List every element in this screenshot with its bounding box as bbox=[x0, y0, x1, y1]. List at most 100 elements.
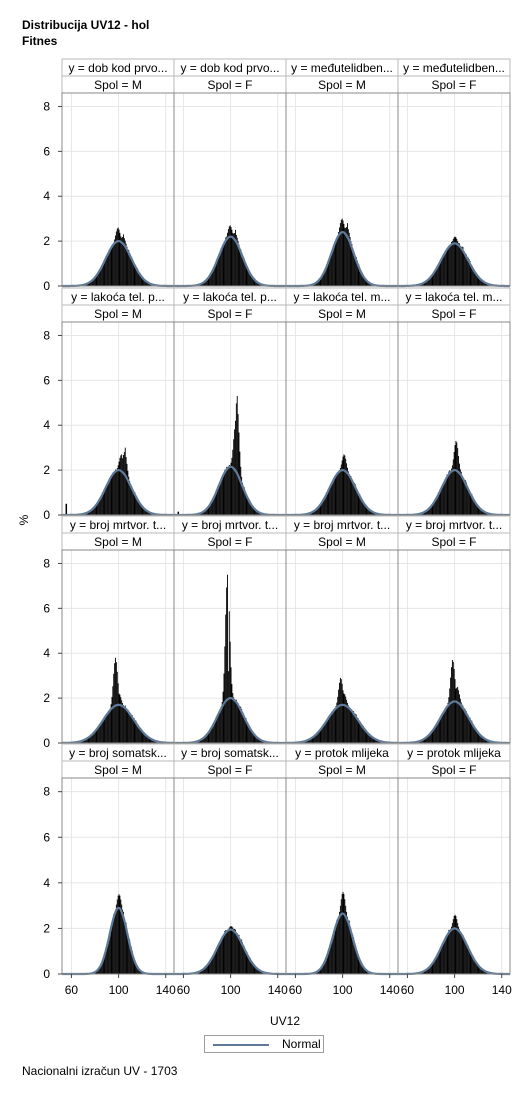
histogram-bar bbox=[141, 276, 143, 286]
histogram-bar bbox=[212, 269, 214, 286]
histogram-bar bbox=[474, 500, 475, 515]
histogram-bar bbox=[450, 471, 452, 515]
histogram-bar bbox=[138, 969, 140, 974]
panel-header-label: y = dob kod prvo... bbox=[180, 61, 279, 75]
histogram-bar bbox=[227, 467, 229, 515]
histogram-bar bbox=[144, 732, 146, 743]
histogram-bar bbox=[91, 509, 93, 515]
histogram-bar bbox=[450, 928, 452, 974]
histogram-bar bbox=[107, 255, 108, 286]
histogram-bar bbox=[117, 683, 119, 743]
histogram-bar bbox=[119, 694, 121, 743]
histogram-bar bbox=[148, 737, 150, 743]
histogram-bar bbox=[476, 730, 478, 743]
histogram-bar bbox=[209, 276, 211, 286]
histogram-bar bbox=[100, 722, 102, 743]
histogram-bar bbox=[470, 952, 472, 974]
histogram-bar bbox=[339, 682, 340, 743]
histogram-bar bbox=[221, 248, 223, 286]
histogram-bar bbox=[146, 735, 147, 743]
histogram-bar bbox=[360, 497, 362, 515]
histogram-bar bbox=[346, 463, 348, 515]
histogram-bar bbox=[110, 475, 112, 515]
histogram-bar bbox=[229, 465, 231, 515]
histogram-bar bbox=[213, 497, 215, 515]
histogram-bar bbox=[247, 267, 249, 286]
histogram-bar bbox=[478, 733, 480, 743]
histogram-bar bbox=[364, 728, 366, 743]
histogram-bar bbox=[129, 480, 131, 515]
histogram-bar bbox=[250, 502, 251, 515]
histogram-bar bbox=[439, 718, 441, 743]
histogram-bar bbox=[327, 719, 329, 743]
histogram-bar bbox=[467, 488, 469, 515]
histogram-bar bbox=[223, 934, 225, 974]
histogram-bar bbox=[232, 449, 234, 515]
histogram-bar bbox=[365, 504, 367, 515]
histogram-bar bbox=[120, 697, 122, 743]
panel-header-spol: Spol = F bbox=[431, 763, 476, 777]
histogram-bar bbox=[322, 726, 324, 743]
histogram-bar bbox=[133, 492, 135, 515]
histogram-bar bbox=[310, 512, 312, 515]
histogram-bar bbox=[138, 500, 139, 515]
histogram-bar bbox=[134, 492, 136, 515]
histogram-bar bbox=[461, 475, 463, 515]
legend-normal-swatch bbox=[213, 1044, 269, 1046]
histogram-bar bbox=[101, 963, 103, 974]
histogram-bar bbox=[231, 229, 233, 286]
histogram-bar bbox=[369, 509, 371, 515]
y-tick-label: 0 bbox=[43, 508, 50, 522]
histogram-bar bbox=[428, 734, 430, 743]
histogram-bar bbox=[445, 479, 447, 515]
histogram-bar bbox=[445, 706, 447, 743]
histogram-bar bbox=[83, 740, 85, 743]
histogram-bar bbox=[334, 927, 336, 974]
histogram-bar bbox=[100, 269, 101, 286]
histogram-bar bbox=[326, 266, 328, 286]
histogram-bar bbox=[334, 477, 336, 515]
histogram-bar bbox=[356, 718, 358, 743]
histogram-bar bbox=[436, 956, 437, 974]
histogram-bar bbox=[257, 737, 259, 743]
normal-curve bbox=[398, 700, 510, 745]
histogram-bar bbox=[146, 281, 148, 286]
normal-curve bbox=[62, 468, 174, 517]
histogram-bar bbox=[210, 961, 212, 974]
histogram-bar bbox=[430, 732, 432, 743]
panel-header-label: y = broj mrtvor. t... bbox=[70, 518, 166, 532]
histogram-bar bbox=[433, 962, 435, 974]
histogram-bar bbox=[231, 457, 233, 515]
histogram-bar bbox=[336, 702, 338, 743]
histogram-bar bbox=[362, 964, 363, 974]
histogram-bar bbox=[351, 933, 353, 974]
histogram-bar bbox=[427, 280, 429, 286]
x-tick-label: 140 bbox=[380, 983, 400, 997]
histogram-bar bbox=[345, 696, 347, 743]
histogram-bar bbox=[99, 724, 101, 743]
histogram-bar bbox=[446, 936, 448, 974]
histogram-bar bbox=[357, 492, 359, 515]
histogram-bar bbox=[139, 503, 141, 515]
histogram-bar bbox=[432, 274, 434, 286]
histogram-bar bbox=[202, 969, 204, 974]
histogram-bar bbox=[146, 510, 148, 515]
histogram-bar bbox=[444, 253, 446, 286]
histogram-bar bbox=[242, 255, 243, 286]
histogram-bar bbox=[359, 494, 361, 515]
histogram-bar bbox=[257, 282, 259, 286]
histogram-bar bbox=[427, 510, 429, 515]
histogram-bar bbox=[331, 251, 333, 286]
histogram-bar bbox=[460, 471, 462, 515]
histogram-bar bbox=[326, 493, 328, 515]
histogram-bar bbox=[200, 970, 202, 974]
histogram-bar bbox=[354, 942, 355, 974]
panel-header-spol: Spol = M bbox=[318, 763, 366, 777]
panel-header-spol: Spol = M bbox=[318, 307, 366, 321]
normal-curve bbox=[286, 468, 398, 517]
histogram-bar bbox=[320, 503, 322, 515]
histogram-bar bbox=[429, 966, 431, 974]
histogram-bar bbox=[254, 965, 256, 974]
x-tick-label: 60 bbox=[401, 983, 415, 997]
histogram-bar bbox=[315, 283, 317, 286]
